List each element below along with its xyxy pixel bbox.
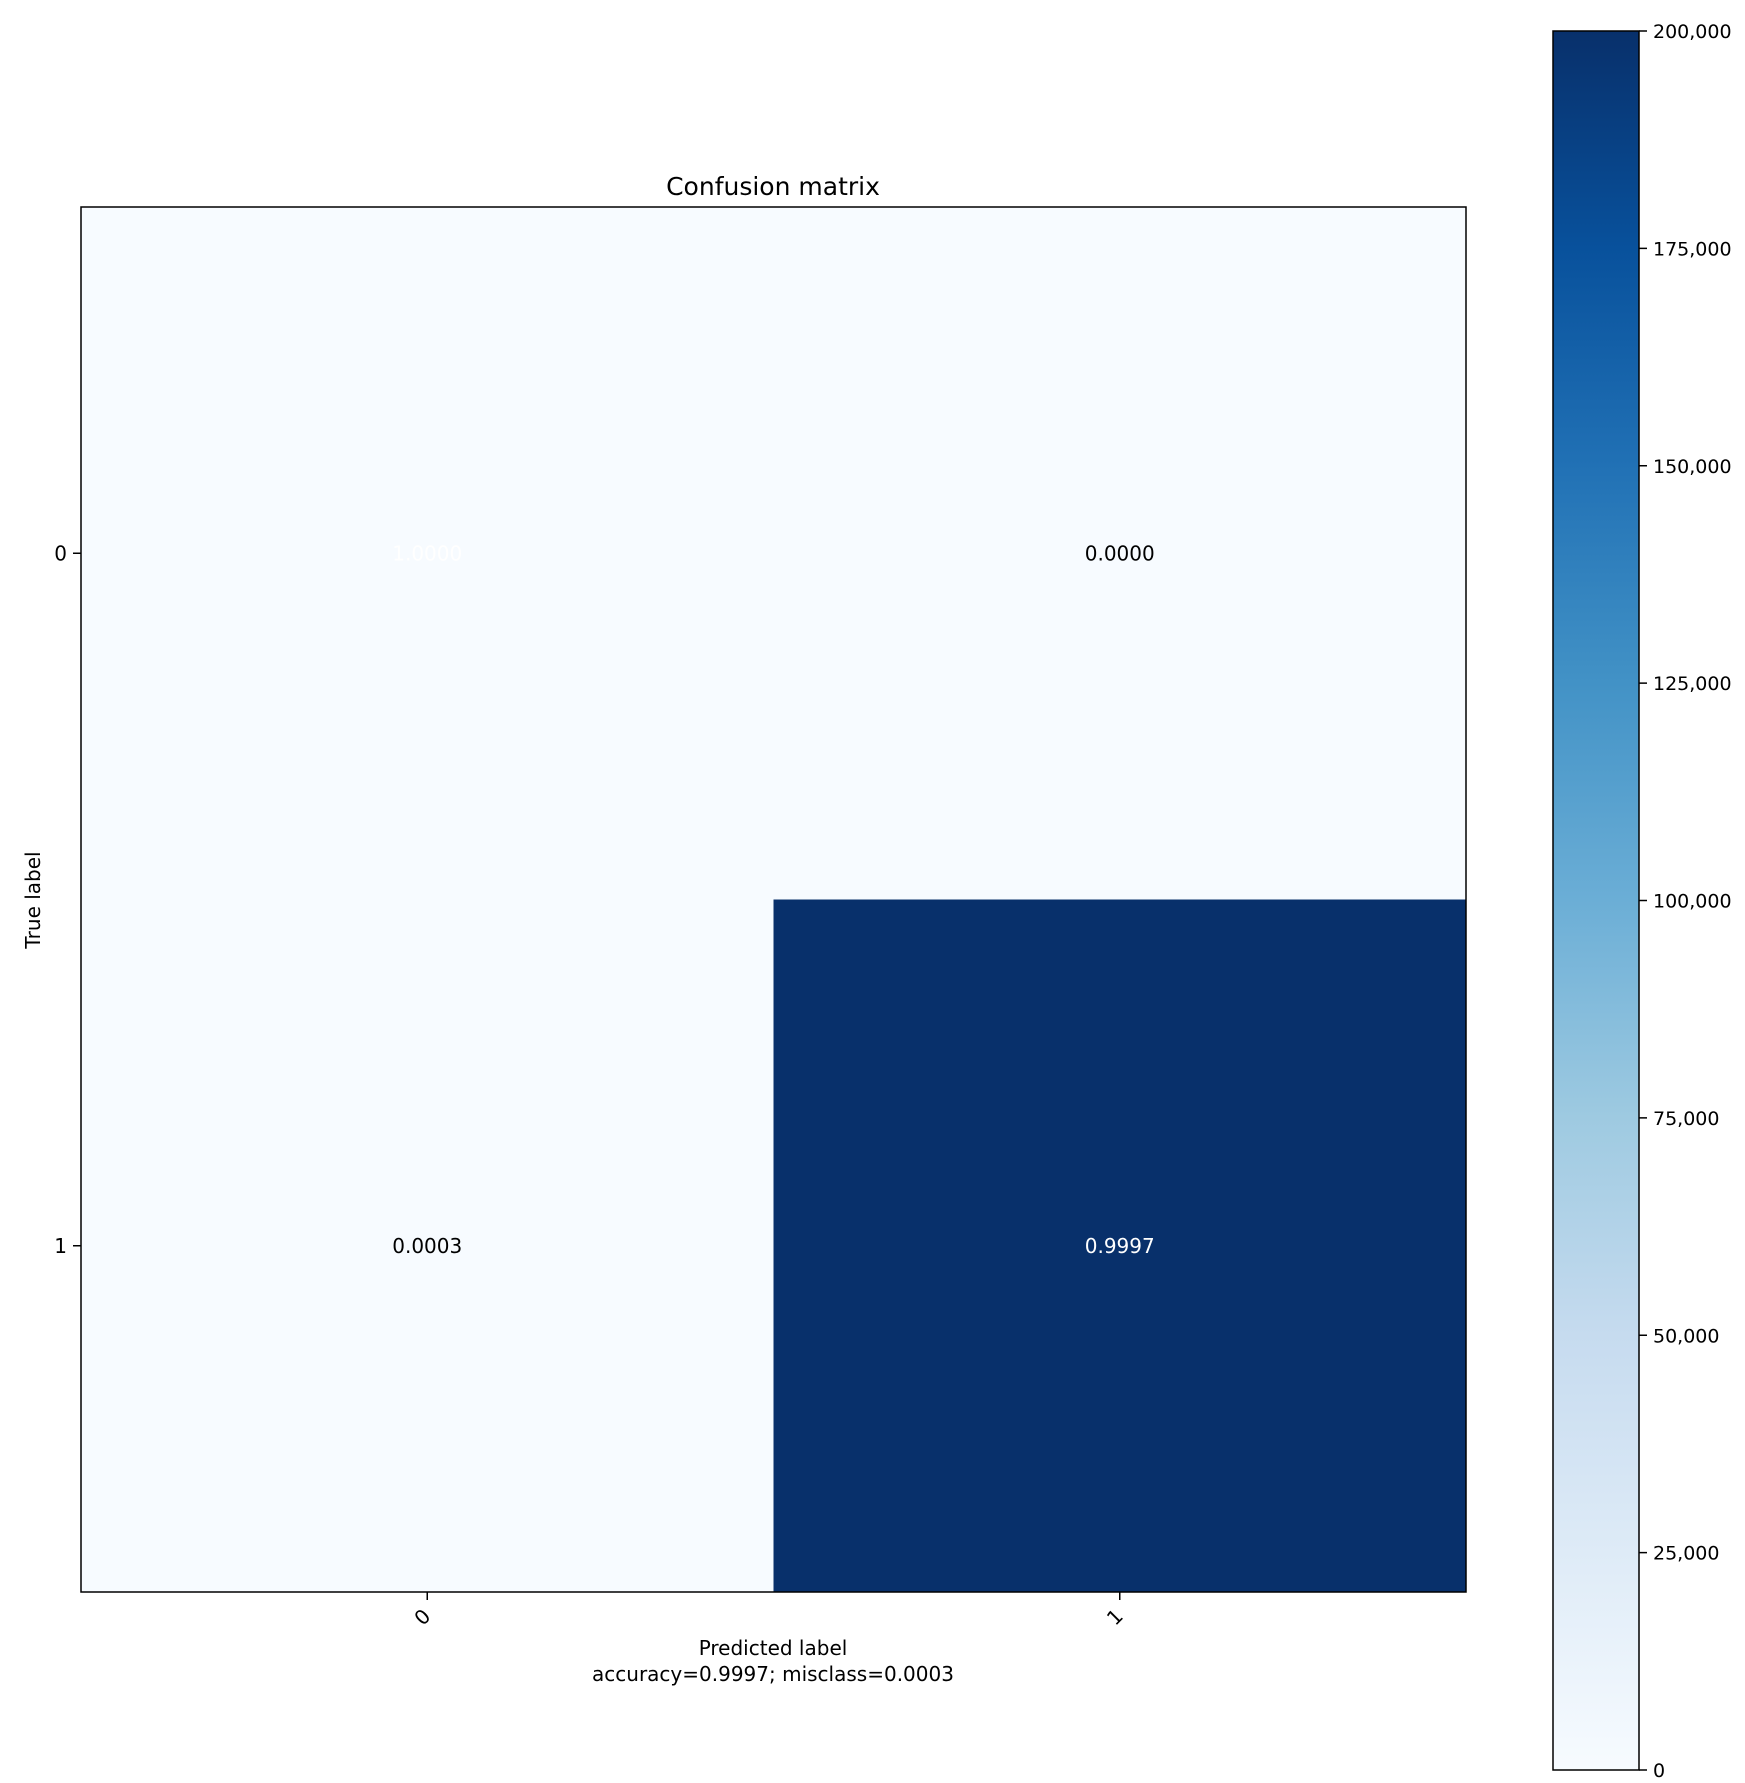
matrix-cell [81,899,774,1592]
matrix-cell [81,207,774,900]
x-tick-label: 0 [409,1604,435,1630]
cell-value-label: 0.0003 [392,1234,462,1258]
matrix-cell-labels: 1.0000 0.0000 0.0003 0.9997 [392,541,1154,1258]
cell-value-label: 0.0000 [1085,541,1155,565]
colorbar-ticks: 0 25,000 50,000 75,000 100,000 125,000 150,000… [1639,21,1732,1782]
x-axis-sublabel: accuracy=0.9997; misclass=0.0003 [592,1662,954,1686]
colorbar-tick-label: 200,000 [1653,21,1732,43]
plot-frame [80,206,1467,1593]
colorbar-tick-label: 0 [1653,1760,1665,1782]
y-axis-label: True label [21,851,45,949]
x-axis-label: Predicted label [699,1636,848,1660]
matrix-cell [773,207,1466,900]
y-axis-ticks: 01 [54,541,81,1258]
x-tick-label: 1 [1102,1604,1128,1630]
colorbar [1552,30,1640,1771]
colorbar-tick-label: 150,000 [1653,456,1732,478]
matrix-cells [81,207,1466,1592]
colorbar-tick-label: 175,000 [1653,238,1732,260]
matrix-cell [773,899,1466,1592]
cell-value-label: 1.0000 [392,541,462,565]
y-tick-label: 0 [54,541,67,565]
colorbar-tick-label: 25,000 [1653,1543,1719,1565]
cell-value-label: 0.9997 [1085,1234,1155,1258]
colorbar-tick-label: 125,000 [1653,673,1732,695]
chart-title: Confusion matrix [666,172,880,201]
colorbar-tick-label: 75,000 [1653,1108,1719,1130]
colorbar-tick-label: 100,000 [1653,891,1732,913]
colorbar-tick-label: 50,000 [1653,1325,1719,1347]
y-tick-label: 1 [54,1234,67,1258]
